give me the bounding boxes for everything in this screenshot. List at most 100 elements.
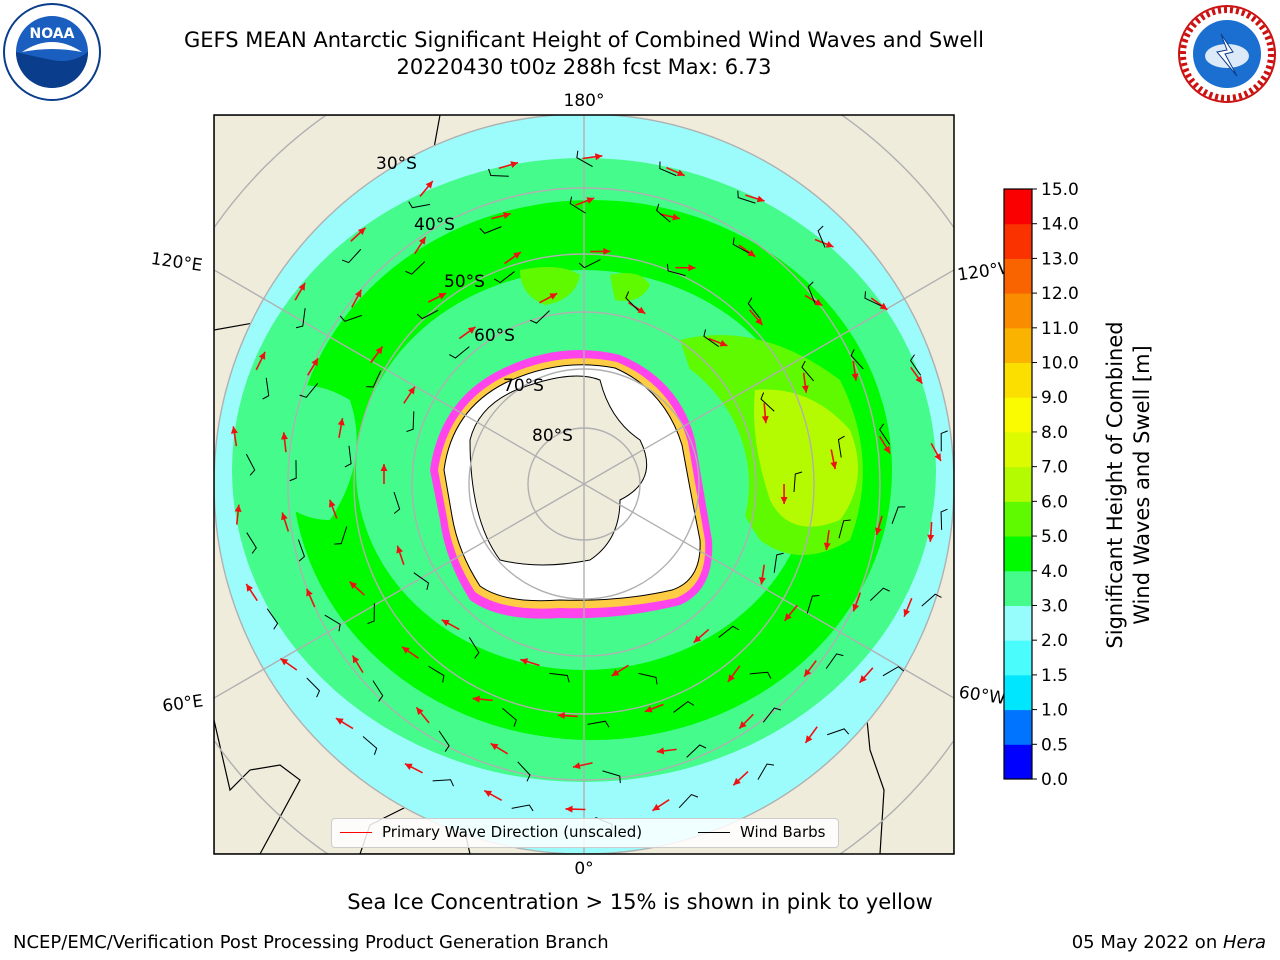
wave-arrow-head: [805, 735, 813, 743]
wave-arrow-head: [761, 415, 769, 424]
colorbar-segment: [1004, 431, 1032, 468]
wave-arrow-head: [557, 712, 565, 720]
wind-barb: [801, 360, 814, 382]
wind-barb: [879, 423, 891, 445]
lon-label-180: 180°: [564, 91, 605, 111]
wind-barbs-legend-label: Wind Barbs: [740, 823, 826, 841]
wind-barb: [817, 225, 826, 248]
wave-patch-5-6m-north: [520, 266, 580, 305]
wind-barb: [825, 653, 844, 669]
wave-arrow-head: [520, 658, 529, 665]
wind-barb: [479, 226, 502, 234]
wind-barb: [578, 259, 601, 269]
wave-arrow-head: [335, 718, 344, 725]
wave-arrow-head: [513, 252, 521, 259]
wind-barb: [686, 744, 707, 758]
wave-arrow-head: [510, 161, 519, 168]
chart-title: GEFS MEAN Antarctic Significant Height o…: [183, 28, 985, 52]
wave-arrow-head: [851, 373, 859, 381]
wave-arrow-head: [747, 249, 756, 257]
colorbar-tick-label: 5.0: [1041, 527, 1068, 547]
colorbar-segment: [1004, 189, 1032, 225]
colorbar-segment: [1004, 258, 1032, 294]
colorbar-segment: [1004, 501, 1032, 537]
wind-barb: [449, 346, 470, 359]
wind-barbs: [245, 150, 948, 832]
colorbar-segment: [1004, 536, 1032, 572]
wind-barb: [718, 625, 740, 638]
wind-barb: [940, 508, 948, 530]
wind-barb: [757, 763, 775, 780]
noaa-logo-text: NOAA: [30, 26, 75, 42]
wave-arrow-head: [328, 499, 336, 508]
colorbar-tick-label: 7.0: [1041, 458, 1068, 478]
lat-label-40s: 40°S: [414, 215, 455, 235]
wind-barb: [678, 793, 699, 809]
wave-arrow-head: [404, 763, 413, 771]
wave-arrow-head: [727, 674, 735, 682]
wind-barb: [940, 430, 948, 452]
wave-arrow-head: [903, 608, 911, 617]
wind-barb: [549, 672, 570, 683]
wind-barb: [625, 291, 639, 312]
wave-arrow-head: [804, 668, 812, 677]
wind-barb: [827, 728, 850, 736]
lon-label-60e: 60°E: [161, 691, 204, 716]
colorbar-tick-label: 12.0: [1041, 284, 1079, 304]
colorbar-tick-label: 2.0: [1041, 631, 1068, 651]
colorbar-label-line2: Wind Waves and Swell [m]: [1130, 345, 1154, 625]
primary-wave-legend-label: Primary Wave Direction (unscaled): [382, 823, 643, 841]
wind-barb: [362, 736, 378, 755]
wind-barb: [773, 552, 784, 573]
wind-barb: [850, 349, 864, 370]
wave-arrow-head: [693, 635, 702, 643]
wind-barb: [295, 308, 306, 329]
wind-barb: [413, 572, 430, 590]
wind-barb: [493, 271, 515, 284]
wind-barb: [344, 445, 352, 468]
colorbar-tick-label: 13.0: [1041, 249, 1079, 269]
wave-arrow-head: [915, 375, 923, 384]
wave-arrow-head: [349, 581, 358, 589]
meridian-60e-120w: [214, 269, 954, 699]
wave-arrow-head: [852, 603, 860, 612]
wind-barb: [245, 453, 256, 476]
wind-barb: [793, 471, 803, 493]
wind-barb: [297, 539, 306, 562]
wave-arrow-head: [352, 655, 360, 664]
wind-barb: [306, 677, 321, 698]
wave-arrow-head: [875, 527, 882, 536]
wave-arrow-head: [756, 195, 765, 203]
wave-arrow-head: [859, 675, 867, 683]
wave-arrow-head: [306, 588, 313, 597]
wave-arrow-head: [380, 464, 388, 472]
wind-barb: [576, 150, 593, 167]
footer-date: 05 May 2022 on Hera: [1072, 932, 1266, 953]
wave-arrow-head: [416, 707, 424, 716]
wind-barb: [406, 411, 415, 433]
wave-arrow-head: [298, 282, 306, 291]
wind-barb: [511, 804, 534, 812]
colorbar-tick-label: 14.0: [1041, 215, 1079, 235]
wave-arrow-head: [755, 317, 763, 326]
wind-barb: [289, 460, 297, 482]
wind-barb: [869, 587, 890, 602]
wave-patch-3-4m: [255, 385, 357, 520]
colorbar-tick-label: 3.0: [1041, 596, 1068, 616]
wind-barb: [837, 435, 845, 458]
map-frame: [213, 114, 955, 855]
wind-barb: [468, 637, 480, 659]
wave-arrow-head: [780, 496, 788, 504]
lat-label-50s: 50°S: [444, 272, 485, 292]
wind-barb: [587, 720, 610, 728]
wave-arrow-head: [280, 658, 289, 666]
wind-barb: [656, 203, 671, 223]
noaa-logo: NOAA: [3, 3, 101, 101]
wave-arrow-head: [927, 534, 935, 542]
wind-barb: [517, 761, 531, 782]
wave-arrow-head: [311, 358, 319, 367]
wind-barb: [432, 779, 454, 787]
wave-arrow-head: [418, 236, 426, 245]
colorbar-tick-label: 0.0: [1041, 770, 1068, 790]
